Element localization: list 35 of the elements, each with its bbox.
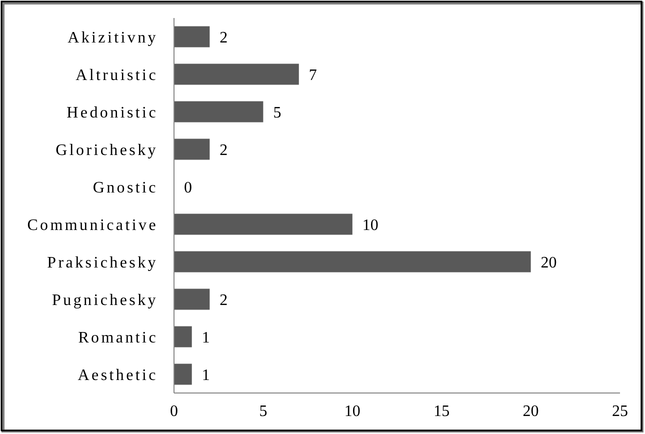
data-label: 0: [184, 179, 192, 196]
x-tick-label: 0: [170, 403, 178, 420]
data-label: 7: [308, 66, 317, 84]
data-label: 20: [540, 254, 557, 272]
y-tick-label: Gnostic: [92, 179, 158, 196]
x-tick-label: 25: [612, 403, 628, 420]
bar: [174, 364, 192, 385]
bar: [174, 64, 299, 85]
bar: [174, 138, 210, 160]
x-tick-label: 15: [434, 403, 450, 420]
data-label: 2: [220, 29, 228, 46]
bar: [174, 251, 531, 272]
y-tick-label: Aesthetic: [78, 366, 158, 384]
data-label: 2: [220, 292, 228, 309]
data-label: 5: [273, 104, 282, 122]
bar: [174, 26, 210, 48]
bar: [174, 101, 264, 122]
x-tick-label: 5: [259, 403, 268, 420]
x-tick-label: 10: [344, 403, 360, 420]
bar: [174, 326, 192, 348]
data-label: 2: [220, 142, 228, 159]
data-label: 1: [202, 366, 210, 384]
y-tick-label: Hedonistic: [66, 104, 158, 122]
data-label: 10: [362, 216, 378, 234]
x-tick-label: 20: [522, 403, 539, 420]
data-label: 1: [202, 329, 210, 346]
bar: [174, 214, 352, 235]
y-tick-label: Romantic: [78, 329, 158, 346]
y-tick-label: Glorichesky: [56, 142, 158, 159]
y-tick-label: Communicative: [27, 216, 158, 234]
y-tick-label: Altruistic: [76, 66, 158, 84]
y-tick-label: Praksichesky: [47, 254, 158, 272]
bar: [174, 288, 210, 310]
y-tick-label: Akizitivny: [68, 29, 158, 46]
y-tick-label: Pugnichesky: [52, 292, 158, 309]
